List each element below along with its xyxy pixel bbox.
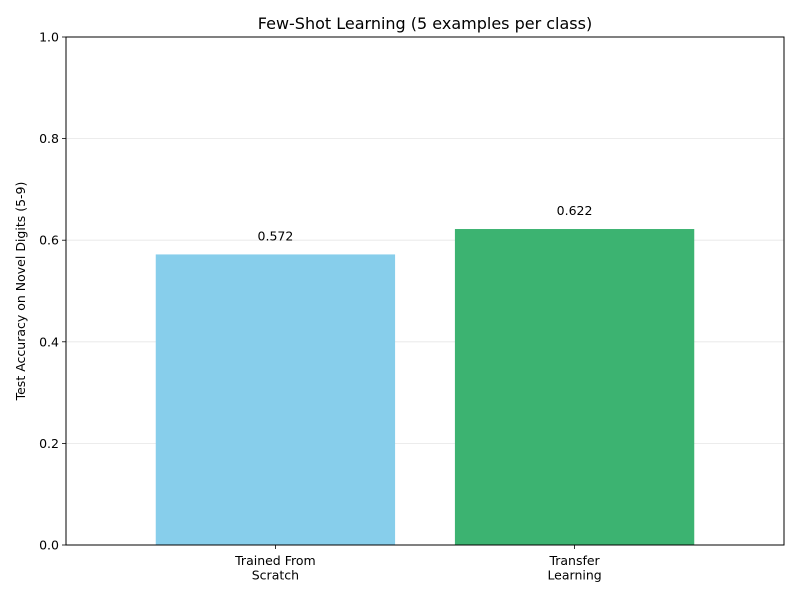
data-labels: 0.572 0.622 [258,203,593,243]
x-tick-label: Learning [547,568,601,583]
data-label-1: 0.622 [557,203,593,218]
x-tick-label: Scratch [252,568,299,583]
y-axis-label: Test Accuracy on Novel Digits (5-9) [13,182,28,402]
y-tick-label: 0.4 [39,334,59,349]
bars [155,229,695,546]
x-tick-label: Transfer [548,553,600,568]
y-tick-label: 0.6 [39,233,59,248]
bar-1 [454,229,695,546]
x-tick-label: Trained From [234,553,316,568]
chart-title: Few-Shot Learning (5 examples per class) [258,14,592,33]
data-label-0: 0.572 [258,228,294,243]
plot-frame [65,36,785,546]
y-tick-label: 0.8 [39,131,59,146]
bar-0 [155,254,396,545]
y-tick-label: 0.2 [39,436,59,451]
y-tick-label: 0.0 [39,538,59,553]
y-axis-ticks: 0.0 0.2 0.4 0.6 0.8 1.0 [39,30,66,553]
y-tick-label: 1.0 [39,30,59,45]
